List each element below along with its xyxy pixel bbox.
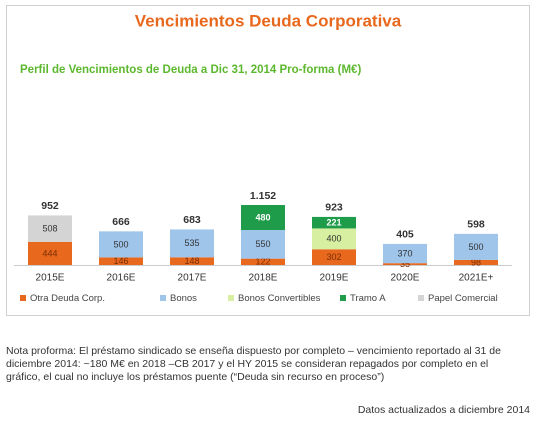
bar-segment [28,215,72,242]
legend-label: Otra Deuda Corp. [30,293,105,304]
segment-label: 480 [255,212,270,222]
segment-label: 400 [326,234,341,244]
segment-label: 122 [255,257,270,267]
note-line: Nota proforma: El préstamo sindicado se … [6,345,501,357]
legend-swatch [160,295,166,301]
note-line: gráfico, el cual no incluye los préstamo… [6,371,384,383]
updated-note: Datos actualizados a diciembre 2014 [358,404,530,416]
x-tick-label: 2020E [391,273,420,284]
x-tick-label: 2018E [249,273,278,284]
segment-label: 146 [113,256,128,266]
legend-label: Bonos Convertibles [238,293,321,304]
bar-segment [28,241,72,265]
legend-label: Tramo A [350,293,386,304]
bar-segment [312,249,356,265]
segment-label: 35 [400,259,410,269]
bar-segment [99,231,143,258]
segment-label: 500 [113,239,128,249]
x-tick-label: 2017E [178,273,207,284]
legend-swatch [340,295,346,301]
bar-segment [241,258,285,265]
note-line: diciembre 2014: ~180 M€ en 2018 –CB 2017… [6,358,488,370]
bar-segment [312,228,356,250]
segment-label: 550 [255,239,270,249]
total-label: 923 [325,202,343,214]
legend-swatch [418,295,424,301]
segment-label: 148 [184,256,199,266]
segment-label: 500 [468,242,483,252]
bar-segment [241,230,285,259]
total-label: 683 [183,214,201,226]
legend-swatch [228,295,234,301]
bar-segment [170,257,214,265]
segment-label: 302 [326,252,341,262]
total-label: 598 [467,219,485,231]
bar-segment [383,243,427,264]
bar-segment [454,259,498,265]
total-label: 666 [112,216,130,228]
total-label: 1.152 [250,190,276,202]
x-tick-label: 2021E+ [459,273,494,284]
bar-segment [312,216,356,229]
segment-label: 370 [397,248,412,258]
x-tick-label: 2019E [320,273,349,284]
bar-segment [454,233,498,260]
bar-segment [383,263,427,265]
x-tick-label: 2016E [107,273,136,284]
legend-swatch [20,295,26,301]
chart-frame [6,5,530,316]
chart-subtitle: Perfil de Vencimientos de Deuda a Dic 31… [20,64,361,76]
chart-title: Vencimientos Deuda Corporativa [135,11,402,30]
x-tick-label: 2015E [36,273,65,284]
total-label: 405 [396,229,414,241]
segment-label: 535 [184,238,199,248]
segment-label: 444 [42,248,57,258]
segment-label: 508 [42,224,57,234]
bar-segment [99,257,143,265]
legend-label: Bonos [170,293,197,304]
segment-label: 221 [326,218,341,228]
legend-label: Papel Comercial [428,293,498,304]
total-label: 952 [41,200,59,212]
segment-label: 98 [471,257,481,267]
bar-segment [241,205,285,230]
bar-segment [170,229,214,258]
